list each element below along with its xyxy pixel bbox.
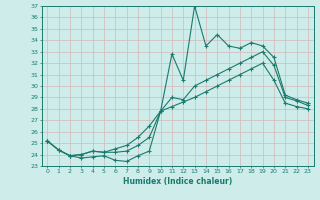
X-axis label: Humidex (Indice chaleur): Humidex (Indice chaleur) xyxy=(123,177,232,186)
